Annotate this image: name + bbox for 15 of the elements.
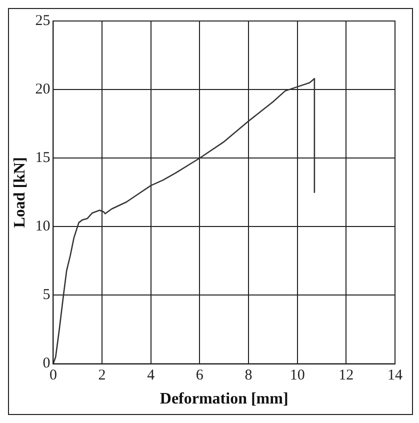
- y-tick-label: 20: [35, 81, 50, 98]
- x-tick-label: 10: [290, 368, 305, 384]
- y-tick-label: 5: [42, 287, 50, 304]
- x-tick-label: 8: [244, 368, 252, 384]
- y-axis-title: Load [kN]: [12, 157, 29, 228]
- x-tick-label: 12: [338, 368, 354, 384]
- y-tick-label: 0: [42, 356, 50, 372]
- y-tick-label: 15: [35, 150, 50, 166]
- x-tick-label: 14: [388, 368, 403, 384]
- x-tick-label: 6: [196, 368, 204, 384]
- x-axis-title: Deformation [mm]: [160, 390, 288, 408]
- x-tick-label: 4: [147, 368, 156, 384]
- x-tick-label: 2: [98, 368, 106, 384]
- y-tick-label: 25: [35, 12, 50, 29]
- y-tick-label: 10: [35, 218, 50, 235]
